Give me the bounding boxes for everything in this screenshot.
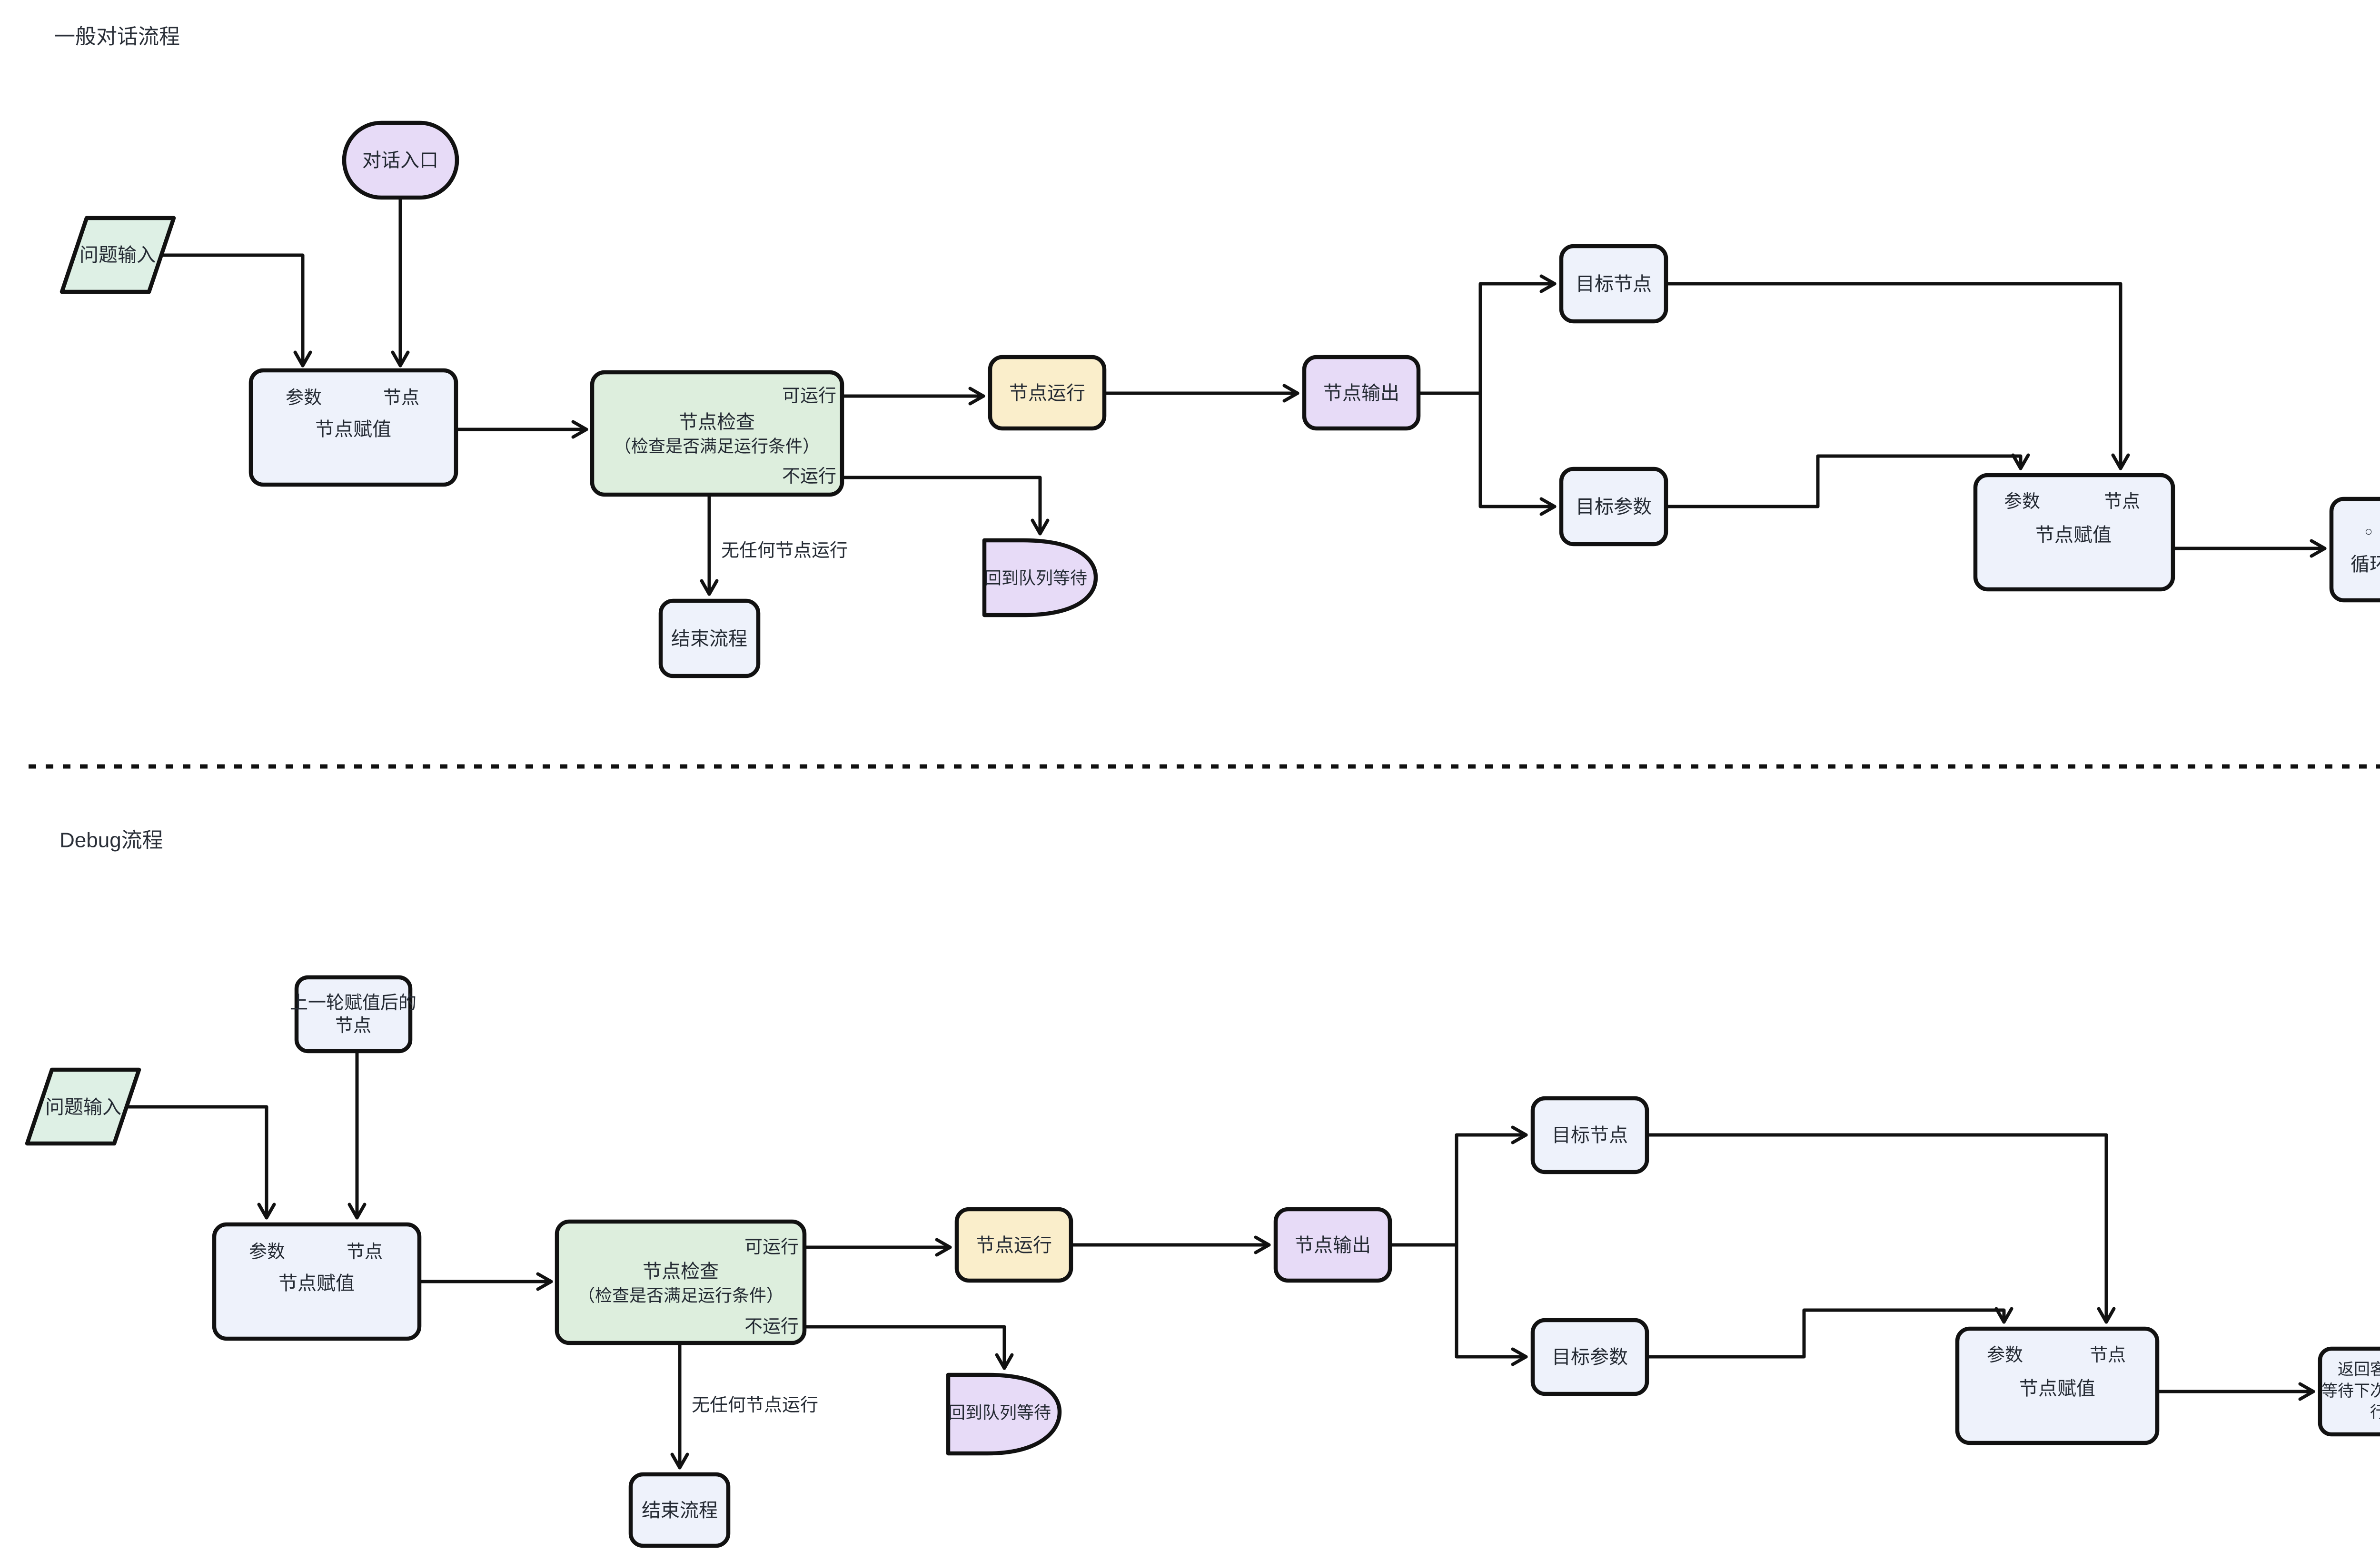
svg-text:不运行: 不运行 — [744, 1317, 799, 1337]
svg-text:节点: 节点 — [383, 388, 419, 408]
svg-text:参数: 参数 — [286, 388, 322, 408]
edge-branch-to-target-node — [1478, 274, 1557, 395]
node-prev-assigned: 上一轮赋值后的 节点 — [290, 975, 416, 1054]
node-assign-1b: 参数 节点 节点赋值 — [212, 1222, 422, 1341]
node-target-param: 目标参数 — [1559, 467, 1668, 547]
edge-label-no-node-running: 无任何节点运行 — [721, 541, 848, 561]
edge-target-param-to-assign2-2 — [1646, 1307, 2013, 1359]
node-output-2: 节点输出 — [1273, 1207, 1392, 1283]
svg-text:可运行: 可运行 — [744, 1237, 799, 1257]
node-end-flow: 结束流程 — [658, 598, 761, 678]
svg-text:对话入口: 对话入口 — [362, 150, 438, 171]
flow1-title: 一般对话流程 — [54, 25, 180, 49]
node-assign-1: 参数 节点 节点赋值 — [248, 368, 458, 487]
svg-text:节点运行: 节点运行 — [976, 1235, 1052, 1256]
svg-text:回到队列等待: 回到队列等待 — [984, 568, 1087, 588]
svg-text:节点赋值: 节点赋值 — [2019, 1378, 2095, 1399]
node-run: 节点运行 — [988, 355, 1107, 431]
svg-text:可运行: 可运行 — [782, 386, 836, 406]
node-return-client: 返回客户端 等待下次手动执 行 — [2318, 1346, 2380, 1437]
svg-text:节点: 节点 — [2104, 492, 2140, 512]
edge-question2-to-assign — [125, 1105, 276, 1220]
svg-text:目标节点: 目标节点 — [1576, 274, 1652, 295]
svg-text:参数: 参数 — [2004, 492, 2040, 512]
node-assign-2b: 参数 节点 节点赋值 — [1955, 1326, 2160, 1445]
node-check: 节点检查 （检查是否满足运行条件） 可运行 不运行 — [590, 370, 844, 497]
svg-text:（检查是否满足运行条件）: （检查是否满足运行条件） — [578, 1286, 783, 1305]
node-check-2: 节点检查 （检查是否满足运行条件） 可运行 不运行 — [555, 1219, 807, 1345]
svg-text:节点检查: 节点检查 — [679, 412, 755, 433]
flow1-edges: 无任何节点运行 — [159, 197, 2327, 596]
ellipsis-dots-icon: ○○○ — [2365, 524, 2380, 539]
svg-text:上一轮赋值后的: 上一轮赋值后的 — [290, 993, 416, 1013]
svg-text:目标节点: 目标节点 — [1552, 1125, 1628, 1146]
svg-text:节点: 节点 — [2090, 1345, 2126, 1365]
flow2-edges: 无任何节点运行 — [125, 1051, 2315, 1470]
svg-text:回到队列等待: 回到队列等待 — [948, 1403, 1051, 1422]
edge-branch-to-target-node-2 — [1455, 1125, 1528, 1247]
svg-text:节点运行: 节点运行 — [1009, 383, 1085, 404]
svg-text:参数: 参数 — [249, 1242, 285, 1262]
node-run-2: 节点运行 — [954, 1207, 1073, 1283]
svg-text:节点: 节点 — [347, 1242, 383, 1262]
edge-target-param-to-assign2 — [1665, 453, 2030, 508]
flow2-title: Debug流程 — [60, 829, 163, 852]
svg-text:结束流程: 结束流程 — [642, 1500, 718, 1521]
svg-text:返回客户端: 返回客户端 — [2338, 1361, 2380, 1379]
svg-text:目标参数: 目标参数 — [1552, 1347, 1628, 1368]
node-target-param-2: 目标参数 — [1530, 1318, 1649, 1396]
node-dialog-entry: 对话入口 — [342, 120, 459, 200]
svg-text:行: 行 — [2370, 1403, 2380, 1422]
node-output: 节点输出 — [1302, 355, 1421, 431]
node-target-node-2: 目标节点 — [1530, 1096, 1649, 1174]
svg-text:参数: 参数 — [1987, 1345, 2023, 1365]
node-queue-wait-2: 回到队列等待 — [946, 1372, 1062, 1456]
svg-text:问题输入: 问题输入 — [45, 1097, 121, 1118]
node-end-flow-2: 结束流程 — [628, 1472, 731, 1548]
svg-text:节点输出: 节点输出 — [1323, 383, 1399, 404]
svg-text:节点检查: 节点检查 — [643, 1261, 719, 1282]
node-queue-wait: 回到队列等待 — [982, 538, 1098, 617]
edge-branch-to-target-param-2 — [1455, 1243, 1528, 1366]
svg-text:循环执行: 循环执行 — [2350, 554, 2380, 575]
svg-text:节点赋值: 节点赋值 — [278, 1273, 355, 1294]
svg-text:不运行: 不运行 — [782, 467, 836, 487]
node-loop-exec: ○○○ 循环执行 — [2329, 497, 2380, 603]
node-question-input-2: 问题输入 — [25, 1067, 141, 1146]
svg-text:结束流程: 结束流程 — [671, 628, 747, 649]
node-assign-2: 参数 节点 节点赋值 — [1973, 473, 2175, 592]
edge-question-to-assign — [159, 253, 312, 368]
svg-text:节点: 节点 — [335, 1016, 371, 1036]
svg-text:问题输入: 问题输入 — [79, 245, 156, 266]
edge-label-no-node-running-2: 无任何节点运行 — [692, 1395, 818, 1415]
edge-check-no-to-queue — [842, 476, 1050, 536]
svg-text:等待下次手动执: 等待下次手动执 — [2321, 1382, 2380, 1400]
svg-text:节点赋值: 节点赋值 — [2035, 525, 2112, 546]
svg-text:节点赋值: 节点赋值 — [315, 419, 391, 440]
svg-text:（检查是否满足运行条件）: （检查是否满足运行条件） — [614, 437, 820, 456]
svg-text:目标参数: 目标参数 — [1576, 497, 1652, 517]
edge-target-node-to-assign2 — [1665, 282, 2130, 470]
edge-target-node-to-assign2-2 — [1646, 1133, 2116, 1324]
svg-text:节点输出: 节点输出 — [1295, 1235, 1371, 1256]
node-target-node: 目标节点 — [1559, 244, 1668, 324]
edge-check-no-to-queue-2 — [804, 1325, 1014, 1370]
edge-branch-to-target-param — [1478, 391, 1557, 516]
node-question-input: 问题输入 — [60, 216, 176, 294]
